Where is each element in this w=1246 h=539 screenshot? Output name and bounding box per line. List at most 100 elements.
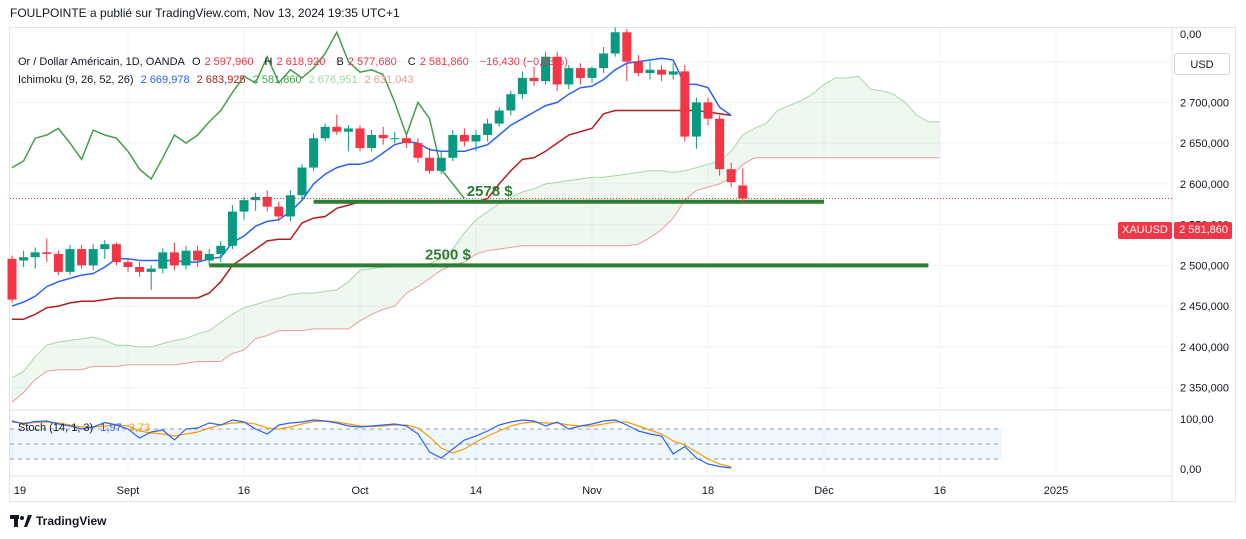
- tradingview-label: TradingView: [36, 514, 107, 528]
- publisher-line: FOULPOINTE a publié sur TradingView.com,…: [10, 6, 400, 20]
- candle-body: [668, 71, 678, 75]
- candle-body: [135, 266, 145, 272]
- candle-body: [448, 134, 458, 158]
- candle-body: [703, 102, 713, 119]
- stoch-d-value: 3,73: [128, 422, 151, 434]
- currency-button[interactable]: USD: [1174, 53, 1230, 75]
- candle-body: [413, 143, 423, 158]
- stoch-k-value: 1,97: [100, 422, 122, 434]
- candle-body: [239, 200, 249, 212]
- price-tick-label: 2 700,000: [1180, 97, 1229, 109]
- price-tick-label: 2 600,000: [1180, 179, 1229, 191]
- candle-body: [355, 128, 365, 148]
- candle-body: [146, 268, 156, 272]
- ichimoku-legend: Ichimoku (9, 26, 52, 26) 2 669,978 2 683…: [18, 74, 418, 86]
- candle-body: [285, 195, 295, 217]
- ichimoku-cloud: [12, 76, 940, 403]
- senkou-span-b-line: [11, 157, 940, 403]
- candle-body: [425, 157, 435, 171]
- candle-body: [181, 250, 191, 266]
- time-tick-label: Déc: [814, 485, 834, 497]
- last-price-tag: 2 581,860: [1174, 222, 1232, 239]
- candle-body: [65, 249, 75, 272]
- ichimoku-tenkan-value: 2 669,978: [140, 74, 190, 86]
- ichimoku-kijun-value: 2 683,925: [196, 74, 246, 86]
- candle-body: [19, 257, 29, 261]
- candle-body: [42, 252, 52, 254]
- candle-body: [529, 77, 539, 82]
- time-tick-label: 2025: [1044, 485, 1068, 497]
- candle-body: [297, 167, 307, 196]
- candle-body: [309, 138, 319, 168]
- candle-body: [390, 138, 400, 140]
- candle-body: [738, 185, 748, 199]
- top-zero-label: 0,00: [1180, 29, 1202, 41]
- chikou-span-line: [11, 30, 465, 199]
- support-level-label: 2500 $: [425, 246, 472, 263]
- ichimoku-label: Ichimoku (9, 26, 52, 26): [18, 74, 134, 86]
- price-tick-label: 2 650,000: [1180, 138, 1229, 150]
- candle-body: [30, 252, 40, 258]
- price-tick-label: 2 450,000: [1180, 301, 1229, 313]
- candle-body: [77, 249, 87, 266]
- symbol-price-tag: XAUUSD: [1118, 222, 1172, 239]
- candle-body: [541, 56, 551, 82]
- stoch-tick-label: 100,00: [1180, 414, 1214, 426]
- time-tick-label: 19: [14, 485, 26, 497]
- price-tick-label: 2 500,000: [1180, 260, 1229, 272]
- candle-body: [401, 138, 411, 144]
- candle-body: [633, 61, 643, 74]
- candle-body: [111, 244, 121, 263]
- candle-body: [715, 118, 725, 170]
- stoch-legend: Stoch (14, 1, 3) 1,97 3,73: [18, 422, 154, 434]
- candle-body: [552, 56, 562, 85]
- candle-body: [471, 134, 481, 142]
- time-tick-label: 14: [470, 485, 482, 497]
- time-tick-label: Oct: [351, 485, 368, 497]
- candle-body: [622, 32, 632, 62]
- candle-body: [332, 126, 342, 132]
- candle-body: [204, 253, 214, 261]
- candle-body: [599, 53, 609, 69]
- candle-body: [100, 244, 110, 250]
- ichimoku-spanb-value: 2 631,043: [364, 74, 414, 86]
- candle-body: [494, 110, 504, 124]
- candle-body: [343, 128, 353, 132]
- candle-body: [193, 250, 203, 261]
- candle-body: [262, 196, 272, 207]
- symbol-title: Or / Dollar Américain, 1D, OANDA: [18, 56, 185, 68]
- candle-body: [436, 157, 446, 171]
- candle-body: [7, 258, 17, 300]
- candle-body: [517, 77, 527, 95]
- candle-body: [459, 134, 469, 142]
- candle-body: [575, 68, 585, 78]
- candle-body: [726, 169, 736, 183]
- candle-body: [367, 134, 377, 148]
- price-tick-label: 2 400,000: [1180, 342, 1229, 354]
- stoch-label: Stoch (14, 1, 3): [18, 422, 94, 434]
- candle-body: [169, 252, 179, 266]
- candle-body: [53, 253, 63, 272]
- stoch-tick-label: 0,00: [1180, 464, 1201, 476]
- price-tick-label: 2 350,000: [1180, 383, 1229, 395]
- candle-body: [691, 102, 701, 137]
- ichimoku-chikou-value: 2 581,860: [252, 74, 302, 86]
- candle-body: [216, 245, 226, 254]
- change-value: −16,430 (−0,63%): [479, 56, 568, 68]
- time-tick-label: 18: [702, 485, 714, 497]
- candle-body: [587, 68, 597, 78]
- candle-body: [506, 94, 516, 111]
- tenkan-sen-line: [11, 57, 732, 307]
- tradingview-logo[interactable]: TradingView: [10, 514, 106, 528]
- candle-body: [227, 211, 237, 246]
- candle-body: [378, 134, 388, 139]
- candle-body: [680, 71, 690, 137]
- senkou-span-a-line: [11, 75, 940, 379]
- candle-body: [251, 196, 261, 201]
